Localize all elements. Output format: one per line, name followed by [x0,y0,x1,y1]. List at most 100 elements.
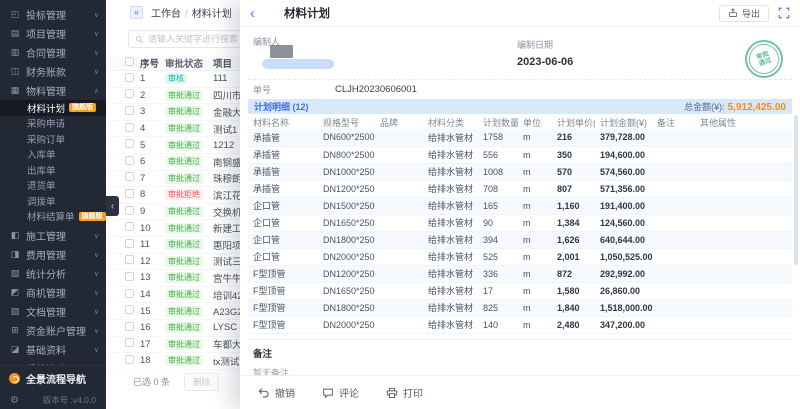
sidebar-item-project[interactable]: ▤ 项目管理 ∨ [0,24,106,43]
row-checkbox[interactable] [125,172,134,182]
detail-cell: 347,200.00 [595,316,652,334]
back-icon[interactable]: ‹ [250,4,255,22]
breadcrumb-root[interactable]: 工作台 [151,8,181,20]
detail-cell: 2,480 [552,316,595,334]
sidebar-item-process-nav[interactable]: 全景流程导航 [0,366,106,390]
row-checkbox[interactable] [125,188,134,198]
sidebar-item-contract[interactable]: ▥ 合同管理 ∨ [0,43,106,62]
row-checkbox[interactable] [125,255,134,265]
detail-cell: 承插管 [248,146,318,164]
fullscreen-icon[interactable] [778,7,790,19]
row-checkbox[interactable] [125,305,134,315]
workbench-icon[interactable]: « [130,5,143,19]
sidebar-item-bid[interactable]: ◰ 投标管理 ∨ [0,5,106,24]
settings-gear-icon[interactable]: ⚙ [10,394,19,406]
sidebar-item-business[interactable]: ◩ 商机管理 ∨ [0,283,106,302]
row-checkbox[interactable] [125,338,134,348]
detail-cell [652,282,695,300]
sidebar-subitem-label: 出库单 [27,165,56,177]
sidebar-subitem[interactable]: 入库单 [0,147,106,163]
detail-cell: 给排水管材 [423,299,478,317]
sidebar-subitem[interactable]: 出库单 [0,162,106,178]
creator-label: 编制人 [253,37,281,47]
row-checkbox[interactable] [125,205,134,215]
row-checkbox[interactable] [125,321,134,331]
sidebar-item-material[interactable]: ▦ 物料管理 ∧ [0,81,106,100]
undo-button[interactable]: 撤销 [258,385,295,400]
detail-cell: m [518,248,552,266]
select-all-checkbox[interactable] [125,57,134,66]
sidebar-subitem[interactable]: 材料结算单 旗舰版 [0,209,106,225]
print-button[interactable]: 打印 [386,385,423,400]
sidebar-subitem-label: 材料结算单 [27,212,75,224]
sidebar-subitem[interactable]: 采购订单 [0,131,106,147]
detail-cell: 给排水管材 [423,146,478,164]
detail-scrollbar[interactable] [794,115,798,265]
detail-cell: 191,400.00 [595,197,652,215]
row-project: 培训425 [213,290,248,302]
detail-cell [652,248,695,266]
detail-cell: 825 [478,299,518,317]
detail-cell: 194,600.00 [595,146,652,164]
detail-cell: 给排水管材 [423,248,478,266]
sidebar-item-funds[interactable]: ⊞ 资金账户管理 ∨ [0,321,106,340]
chevron-down-icon: ∨ [93,327,99,335]
row-checkbox[interactable] [125,238,134,248]
detail-cell: 1,840 [552,299,595,317]
row-checkbox[interactable] [125,105,134,115]
action-label: 撤销 [275,389,295,400]
status-badge: 审批通过 [165,106,203,118]
sidebar-subitem[interactable]: 材料计划 旗舰版 [0,100,106,116]
row-checkbox[interactable] [125,288,134,298]
status-badge: 审批通过 [165,305,203,317]
row-checkbox[interactable] [125,354,134,364]
sidebar-subitem[interactable]: 采购申请 [0,116,106,132]
sidebar-item-finance[interactable]: ◫ 财务账款 ∨ [0,62,106,81]
detail-cell: 571,356.00 [595,180,652,198]
delete-button[interactable]: 删除 [184,372,220,391]
detail-cell [695,299,792,317]
row-number: 8 [140,189,146,201]
detail-cell: 承插管 [248,180,318,198]
detail-cell: 336 [478,265,518,283]
detail-cell: 给排水管材 [423,265,478,283]
detail-cell: DN1000*2500 [318,163,375,181]
comment-button[interactable]: 评论 [322,385,359,400]
detail-cell [652,231,695,249]
sidebar-item-analysis[interactable]: ▧ 统计分析 ∨ [0,264,106,283]
status-badge: 审批通过 [165,355,203,367]
detail-cell: 350 [552,146,595,164]
detail-cell: 124,560.00 [595,214,652,232]
sidebar-item-expense[interactable]: ◨ 费用管理 ∨ [0,245,106,264]
row-checkbox[interactable] [125,155,134,165]
detail-cell: 1,626 [552,231,595,249]
row-checkbox[interactable] [125,89,134,99]
row-checkbox[interactable] [125,122,134,132]
breadcrumb: 工作台 / 材料计划 [151,8,232,20]
export-button[interactable]: 导出 [718,4,769,22]
row-checkbox[interactable] [125,139,134,149]
sidebar-item-basedata[interactable]: ◪ 基础资料 ∨ [0,340,106,359]
detail-cell: F型顶管 [248,265,318,283]
detail-col-header: 品牌 [380,118,399,128]
detail-cell [695,231,792,249]
row-project: 宫牛牛 [213,273,242,285]
row-checkbox[interactable] [125,72,134,82]
status-badge: 审批通过 [165,156,203,168]
basedata-icon: ◪ [10,344,20,354]
chevron-down-icon: ∨ [93,251,99,259]
detail-cell: 1,580 [552,282,595,300]
sidebar-collapse-handle[interactable]: ‹ [106,196,119,216]
detail-cell: F型顶管 [248,282,318,300]
row-checkbox[interactable] [125,222,134,232]
sidebar-item-document[interactable]: ▨ 文档管理 ∨ [0,302,106,321]
col-no: 序号 [140,59,160,70]
sidebar-subitem[interactable]: 退货单 [0,178,106,194]
sidebar-item-construction[interactable]: ◧ 施工管理 ∨ [0,226,106,245]
row-number: 17 [140,338,151,350]
row-checkbox[interactable] [125,271,134,281]
selected-count: 已选 0 条 [133,377,171,388]
sidebar-subitem[interactable]: 调拨单 [0,193,106,209]
row-number: 11 [140,239,150,251]
